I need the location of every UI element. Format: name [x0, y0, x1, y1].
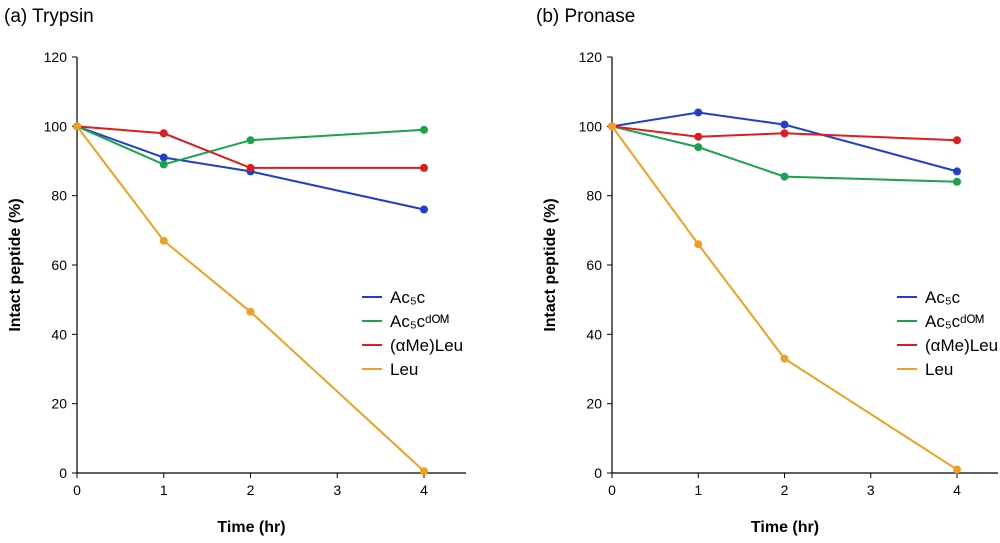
data-point: [953, 177, 961, 186]
series-3: [73, 122, 428, 476]
series-3: [608, 122, 961, 474]
data-point: [780, 129, 789, 138]
legend-label: (αMe)Leu: [925, 336, 998, 355]
y-tick-label: 40: [586, 326, 602, 342]
y-tick-label: 100: [44, 118, 68, 134]
chart-panel-0: (a) Trypsin 0 20 40 60 80 100 120 0 1 2 3 4 Time (hr)…: [4, 6, 466, 536]
series-line: [611, 125, 958, 471]
x-axis-label: Time (hr): [751, 519, 819, 536]
chart-title: (b) Pronase: [536, 6, 635, 27]
series-1: [73, 122, 428, 169]
y-tick-label: 60: [586, 257, 602, 273]
legend-label: (αMe)Leu: [390, 336, 463, 355]
series-line: [76, 125, 425, 166]
legend-label: Ac₅c: [390, 288, 426, 307]
x-tick-label: 4: [953, 482, 961, 498]
data-point: [694, 108, 703, 117]
y-tick-label: 120: [44, 49, 68, 65]
data-point: [780, 120, 789, 129]
series-line: [76, 125, 425, 211]
data-point: [694, 132, 703, 141]
y-tick-label: 120: [579, 49, 603, 65]
y-axis-label: Intact peptide (%): [542, 198, 559, 331]
y-tick-label: 80: [586, 188, 602, 204]
data-point: [953, 167, 961, 176]
data-point: [159, 160, 168, 169]
data-point: [246, 136, 255, 145]
legend-label: Ac₅c: [925, 288, 961, 307]
data-point: [159, 129, 168, 138]
y-tick-label: 40: [51, 326, 67, 342]
chart-panel-1: (b) Pronase 0 20 40 60 80 100 120 0 1 2 3 4 Time (hr)…: [536, 6, 998, 536]
series-line: [76, 125, 424, 169]
legend-label: Leu: [925, 360, 953, 379]
x-tick-label: 2: [247, 482, 255, 498]
data-point: [780, 172, 789, 181]
x-tick-label: 1: [160, 482, 168, 498]
data-point: [694, 143, 703, 152]
data-point: [159, 153, 168, 162]
data-point: [953, 465, 961, 474]
x-tick-label: 4: [420, 482, 428, 498]
data-point: [420, 125, 428, 134]
y-tick-label: 80: [51, 188, 67, 204]
y-tick-label: 20: [51, 396, 67, 412]
series-line: [76, 125, 425, 473]
y-axis-label: Intact peptide (%): [7, 198, 24, 331]
data-point: [246, 163, 255, 172]
legend-label: Leu: [390, 360, 418, 379]
data-point: [608, 122, 616, 131]
y-tick-label: 0: [594, 465, 602, 481]
x-tick-label: 0: [73, 482, 81, 498]
x-tick-label: 1: [694, 482, 702, 498]
data-point: [694, 240, 703, 249]
y-tick-label: 0: [59, 465, 67, 481]
series-line: [611, 111, 958, 173]
y-tick-label: 20: [586, 396, 602, 412]
x-tick-label: 3: [867, 482, 875, 498]
data-point: [780, 354, 789, 363]
series-line: [611, 125, 958, 142]
data-point: [420, 205, 428, 214]
series-line: [611, 125, 958, 183]
x-axis-label: Time (hr): [217, 519, 285, 536]
data-point: [73, 122, 81, 131]
x-tick-label: 0: [608, 482, 616, 498]
x-tick-label: 3: [333, 482, 341, 498]
legend-label: Ac₅cᵈᴼᴹ: [390, 312, 449, 331]
data-point: [246, 307, 255, 316]
data-point: [420, 163, 428, 172]
x-tick-label: 2: [781, 482, 789, 498]
legend-label: Ac₅cᵈᴼᴹ: [925, 312, 984, 331]
data-point: [420, 467, 428, 476]
y-tick-label: 60: [51, 257, 67, 273]
y-tick-label: 100: [579, 118, 603, 134]
series-0: [608, 108, 961, 176]
data-point: [159, 236, 168, 245]
data-point: [953, 136, 961, 145]
chart-title: (a) Trypsin: [4, 6, 94, 27]
